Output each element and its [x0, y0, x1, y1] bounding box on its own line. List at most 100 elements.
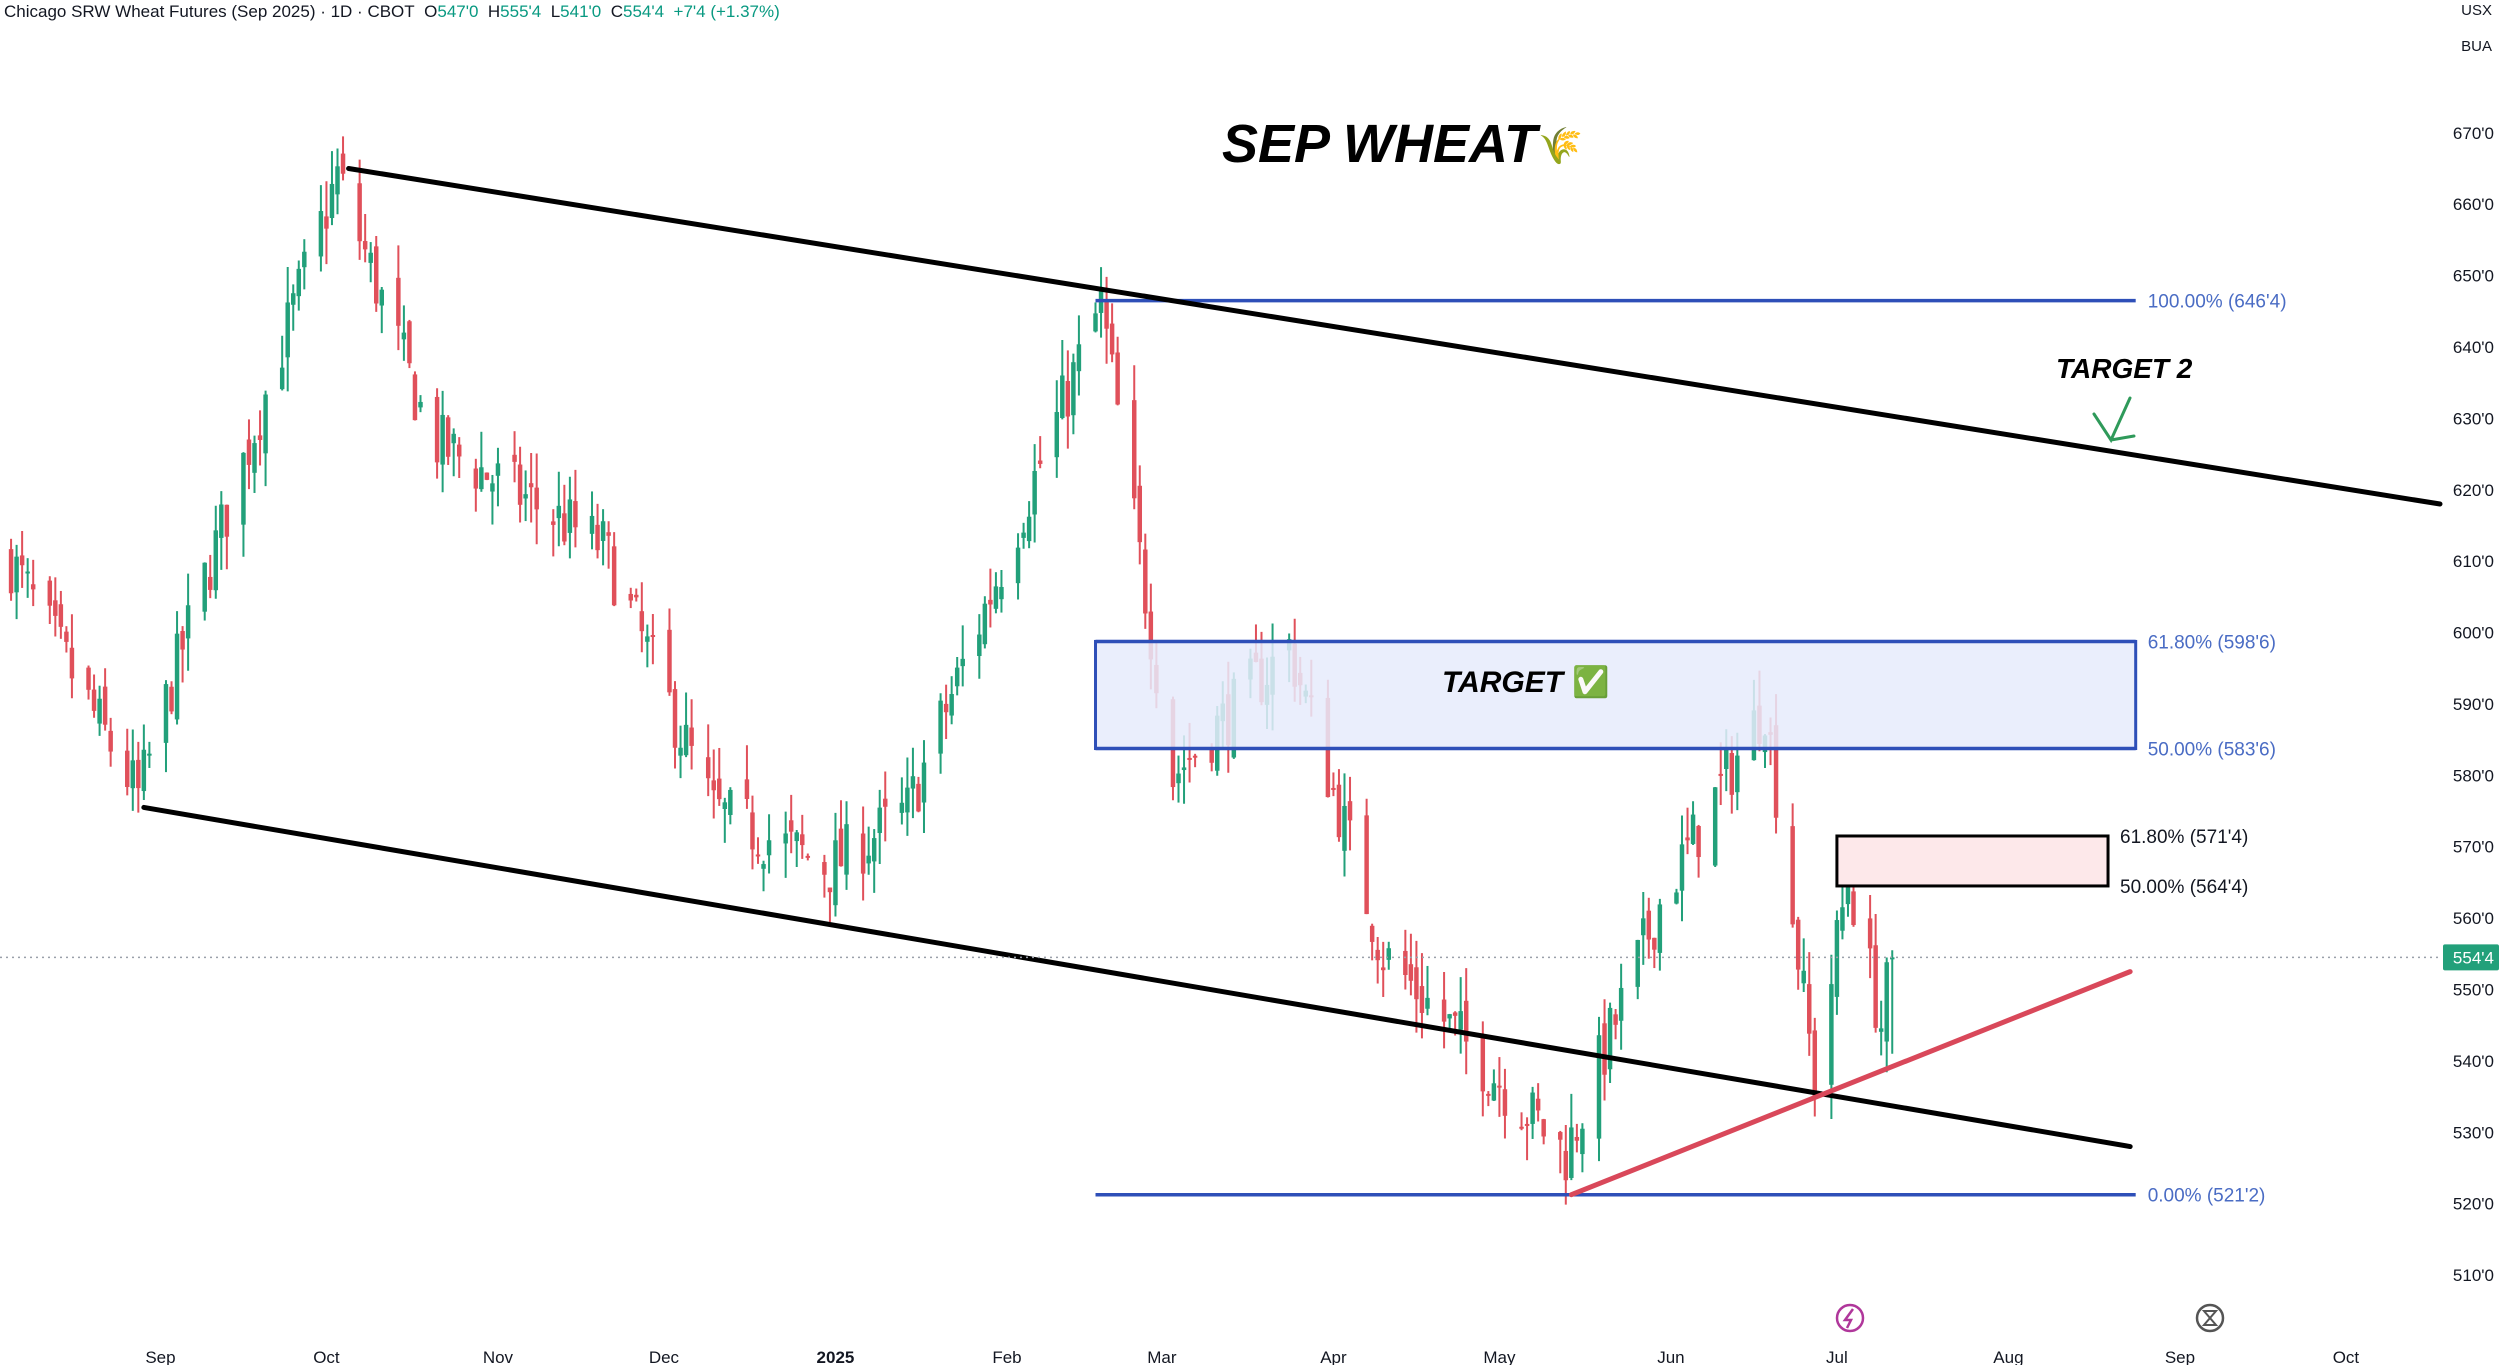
- candle-body: [921, 762, 927, 803]
- close-label: C: [610, 2, 623, 21]
- candle-body: [141, 749, 147, 792]
- candle-body: [1690, 814, 1696, 844]
- candle-body: [434, 396, 440, 463]
- price-tick-label: 580'0: [2453, 766, 2494, 785]
- candle-body: [800, 834, 805, 846]
- candle-body: [589, 515, 595, 534]
- drawing-overlays: 100.00% (646'4) 61.80% (598'6) 50.00% (583…: [0, 166, 2443, 1207]
- candle-body: [1037, 460, 1043, 464]
- candle-body: [1054, 412, 1060, 458]
- candle-body: [860, 833, 866, 874]
- candle-body: [180, 631, 185, 650]
- candle-body: [916, 783, 921, 812]
- candle-body: [1724, 748, 1729, 770]
- candle-body: [1878, 1028, 1884, 1032]
- candle-body: [639, 611, 645, 632]
- candle-body: [844, 824, 849, 875]
- candle-body: [91, 689, 97, 711]
- candle-body: [667, 629, 672, 693]
- candle-body: [219, 504, 224, 538]
- candle-body: [833, 840, 838, 906]
- candle-body: [1867, 918, 1873, 949]
- candle-body: [1657, 904, 1663, 953]
- candle-body: [169, 686, 174, 712]
- candle-body: [982, 603, 988, 645]
- candle-body: [1596, 1035, 1602, 1139]
- time-tick-label: Sep: [2165, 1348, 2195, 1365]
- candle-body: [1209, 747, 1214, 763]
- candle-body: [1718, 773, 1723, 776]
- candle-body: [14, 556, 19, 593]
- candle-body: [102, 686, 108, 725]
- rising-trendline: [1568, 969, 2133, 1198]
- candle-body: [672, 689, 678, 748]
- chart-annotations: SEP WHEAT 🌾 TARGET ✅ TARGET 2: [1222, 114, 2225, 1333]
- candle-body: [1685, 837, 1690, 841]
- candle-body: [949, 694, 954, 716]
- candle-body: [324, 216, 329, 229]
- candle-body: [396, 277, 401, 326]
- time-tick-label: Oct: [313, 1348, 340, 1365]
- candle-body: [440, 414, 445, 465]
- candle-body: [512, 454, 517, 462]
- candle-body: [495, 463, 501, 476]
- candle-body: [1076, 344, 1082, 372]
- high-value: 555'4: [500, 2, 542, 21]
- candle-body: [19, 555, 25, 566]
- candle-body: [1679, 844, 1685, 891]
- candle-body: [58, 604, 64, 627]
- candle-body: [1845, 882, 1851, 905]
- hourglass-shape: [2201, 1310, 2219, 1326]
- price-tick-label: 670'0: [2453, 124, 2494, 143]
- candle-body: [1021, 532, 1026, 538]
- price-tick-label: 560'0: [2453, 909, 2494, 928]
- price-tick-label: 630'0: [2453, 409, 2494, 428]
- channel-upper-line: [346, 166, 2443, 507]
- candle-body: [1607, 1007, 1613, 1070]
- candle-body: [988, 599, 993, 605]
- candle-body: [368, 252, 373, 263]
- candle-body: [1834, 920, 1840, 997]
- candle-body: [650, 635, 656, 638]
- candle-body: [910, 776, 916, 789]
- candle-body: [1452, 1012, 1458, 1016]
- price-tick-label: 590'0: [2453, 695, 2494, 714]
- candle-body: [1375, 949, 1380, 961]
- candle-body: [302, 251, 307, 268]
- candle-body: [53, 600, 58, 616]
- candle-body: [1729, 753, 1735, 795]
- candle-body: [1696, 826, 1701, 858]
- target2-annotation: TARGET 2: [2056, 353, 2193, 384]
- candle-body: [279, 367, 285, 390]
- candle-body: [1873, 945, 1878, 1028]
- candle-body: [1890, 957, 1895, 960]
- candle-body: [1447, 1014, 1452, 1019]
- candle-body: [1369, 925, 1375, 942]
- unit-label[interactable]: BUA: [2461, 38, 2492, 55]
- candle-body: [899, 802, 905, 813]
- candle-body: [479, 467, 484, 490]
- symbol-title: Chicago SRW Wheat Futures (Sep 2025) · 1…: [4, 2, 415, 21]
- candle-body: [86, 667, 91, 690]
- candle-body: [97, 698, 102, 724]
- currency-label[interactable]: USX: [2461, 2, 2492, 19]
- price-tick-label: 620'0: [2453, 481, 2494, 500]
- candle-body: [1840, 907, 1845, 931]
- price-tick-label: 610'0: [2453, 552, 2494, 571]
- candle-body: [1032, 471, 1037, 515]
- candle-body: [634, 594, 639, 598]
- candle-body: [1563, 1150, 1569, 1181]
- high-label: H: [487, 2, 501, 21]
- candle-body: [1026, 516, 1032, 542]
- candle-body: [827, 887, 833, 893]
- candle-body: [705, 757, 711, 779]
- candle-body: [1137, 485, 1143, 543]
- candle-body: [523, 494, 528, 499]
- candle-body: [490, 483, 495, 492]
- candle-body: [761, 864, 766, 869]
- candle-body: [125, 750, 130, 787]
- change-value: +7'4 (+1.37%): [673, 2, 780, 21]
- time-tick-label: Feb: [992, 1348, 1021, 1365]
- time-tick-label: Apr: [1320, 1348, 1347, 1365]
